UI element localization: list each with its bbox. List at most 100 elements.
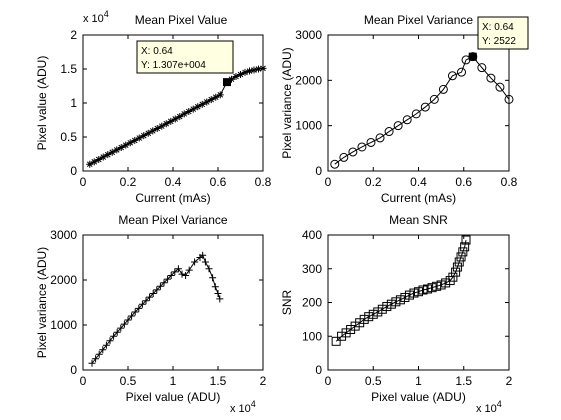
data-point — [212, 93, 220, 101]
data-point — [135, 134, 143, 142]
x-axis-label: Current (mAs) — [381, 191, 456, 205]
data-point — [205, 265, 213, 273]
x-axis-label: Pixel value (ADU) — [126, 390, 221, 404]
data-point — [138, 300, 146, 308]
data-point — [142, 297, 150, 305]
y-tick-label: 2 — [70, 28, 77, 42]
data-point — [400, 292, 410, 302]
data-point — [436, 280, 446, 290]
data-point — [250, 66, 258, 74]
x-tick-label: 0.2 — [365, 175, 382, 189]
y-tick-label: 100 — [302, 329, 322, 343]
data-point — [429, 94, 439, 104]
data-point — [106, 337, 114, 345]
y-tick-label: 0 — [70, 164, 77, 178]
data-point — [341, 328, 351, 338]
x-tick-label: 0.6 — [210, 175, 227, 189]
data-point — [445, 276, 455, 286]
data-point — [384, 127, 394, 137]
y-tick-label: 3000 — [50, 228, 77, 242]
data-point — [95, 350, 103, 358]
data-point — [411, 109, 421, 119]
data-point — [373, 307, 383, 317]
data-point — [228, 75, 235, 83]
data-point — [140, 132, 148, 140]
data-point — [92, 355, 100, 363]
y-tick-label: 1 — [70, 96, 77, 110]
data-point — [90, 158, 98, 166]
data-point — [149, 290, 157, 297]
data-point — [364, 312, 374, 322]
data-point — [451, 267, 461, 277]
subplot-2: 0 0.2 0.4 0.6 0.8 0 1000 2000 3000 Mean Pixel Var… — [280, 13, 529, 205]
datatip-x-label: X: 0.64 — [482, 22, 514, 33]
data-point — [113, 328, 121, 336]
x-tick-label: 0 — [325, 374, 332, 388]
data-point — [122, 141, 130, 149]
data-point — [386, 299, 396, 309]
data-point — [456, 252, 466, 262]
subplot-3: 0 0.5 1 1.5 2 0 1000 2000 3000 x 104 Mean Pixel Va… — [35, 213, 267, 415]
data-point — [194, 103, 202, 111]
chart-title: Mean SNR — [389, 213, 448, 227]
x-tick-label: 1.5 — [455, 374, 472, 388]
y-tick-label: 1.5 — [60, 62, 77, 76]
axes-box — [82, 234, 264, 371]
data-point — [414, 287, 423, 297]
y-tick-label: 300 — [302, 262, 322, 276]
y-axis-label: Pixel value (ADU) — [35, 56, 49, 151]
data-point — [255, 65, 262, 73]
data-point — [176, 113, 184, 121]
data-point — [366, 137, 376, 147]
data-point — [167, 272, 175, 279]
data-point — [495, 82, 505, 92]
data-point — [153, 286, 161, 294]
x-tick-label: 0 — [325, 175, 332, 189]
data-point — [395, 295, 405, 305]
data-point — [167, 117, 175, 125]
data-point — [117, 144, 125, 152]
x-tick-label: 0.5 — [120, 374, 137, 388]
y-tick-label: 0 — [315, 164, 322, 178]
x-tick-label: 0 — [80, 175, 87, 189]
data-point — [432, 281, 442, 291]
data-point — [348, 147, 358, 157]
x-tick-label: 0 — [80, 374, 87, 388]
y-tick-label: 200 — [302, 296, 322, 310]
data-point — [146, 293, 154, 301]
data-point — [477, 63, 487, 73]
data-point — [452, 262, 462, 272]
datatip-marker — [223, 78, 231, 87]
data-point — [99, 346, 107, 354]
chart-title: Mean Pixel Variance — [118, 213, 227, 227]
data-point — [246, 67, 253, 75]
x-tick-label: 1 — [415, 374, 422, 388]
data-point — [427, 283, 437, 293]
data-point — [88, 359, 96, 367]
data-point — [330, 159, 340, 169]
data-point — [174, 265, 182, 273]
datatip-box — [136, 40, 234, 74]
data-point — [393, 121, 403, 131]
datatip-x-label: X: 0.64 — [141, 46, 173, 57]
data-point — [211, 283, 219, 291]
data-point — [108, 148, 116, 156]
data-point — [102, 341, 110, 349]
data-point — [214, 290, 222, 297]
data-point — [355, 318, 365, 328]
datatip-y-label: Y: 1.307e+004 — [141, 60, 206, 71]
data-point — [164, 275, 172, 283]
data-point — [438, 84, 448, 94]
data-point — [337, 331, 347, 341]
data-point — [199, 251, 207, 259]
x-tick-label: 0.5 — [365, 374, 382, 388]
x-axis-label: Pixel value (ADU) — [371, 390, 466, 404]
y-tick-label: 2000 — [50, 273, 77, 287]
chart-title: Mean Pixel Value — [135, 13, 228, 27]
data-point — [404, 290, 414, 300]
data-point — [189, 105, 197, 113]
data-point — [448, 272, 458, 282]
axes-box — [327, 234, 510, 371]
data-point — [185, 108, 193, 115]
data-point — [162, 120, 170, 128]
